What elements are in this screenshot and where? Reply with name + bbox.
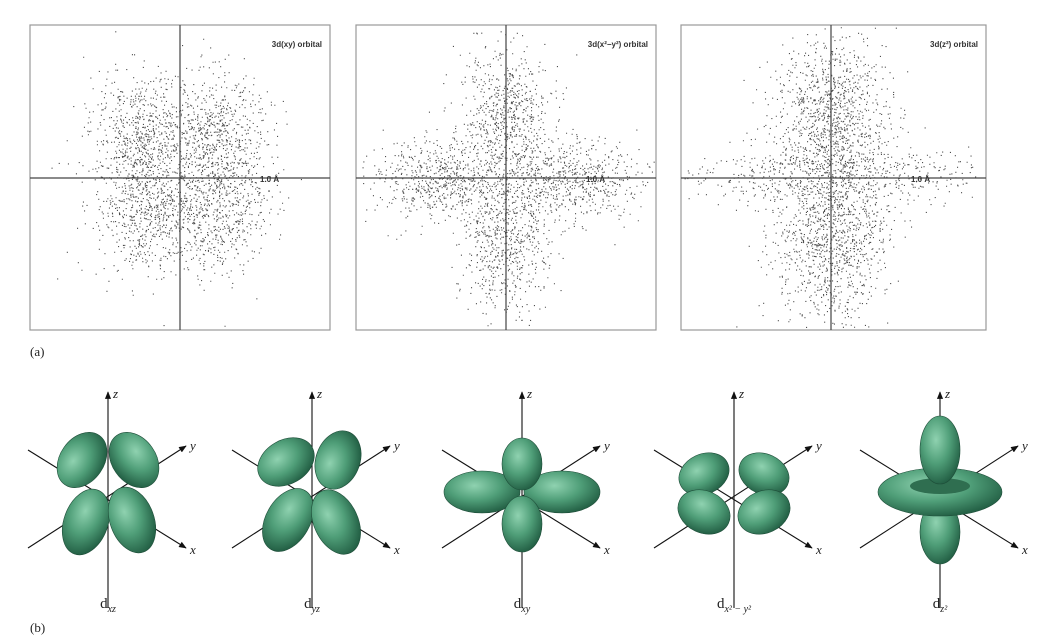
page: {"figure": { "part_a": {"label": "(a)", … bbox=[0, 0, 1037, 638]
orbital-subscript: xz bbox=[107, 604, 116, 615]
axis-label: z bbox=[316, 386, 322, 401]
lobe bbox=[502, 438, 542, 490]
axis-label: x bbox=[815, 542, 822, 557]
orbital-subscript: x² − y² bbox=[723, 604, 752, 615]
panel-title: 3d(z²) orbital bbox=[930, 40, 978, 49]
lobe bbox=[99, 423, 169, 497]
axis-label: y bbox=[602, 438, 610, 453]
lobe bbox=[47, 423, 117, 497]
axis-label: z bbox=[738, 386, 744, 401]
axis-label: x bbox=[189, 542, 196, 557]
axis-label: z bbox=[112, 386, 118, 401]
scale-label: 1.0 Å bbox=[911, 175, 930, 184]
axis-label: y bbox=[1020, 438, 1028, 453]
axis-label: y bbox=[392, 438, 400, 453]
axis-label: z bbox=[526, 386, 532, 401]
lobe bbox=[502, 496, 542, 552]
lobe bbox=[920, 416, 960, 484]
lobe bbox=[100, 481, 165, 560]
panel-title: 3d(x²−y²) orbital bbox=[588, 40, 648, 49]
scale-label: 1.0 Å bbox=[260, 175, 279, 184]
orbital-subscript: xy bbox=[520, 604, 530, 615]
orbital-subscript: yz bbox=[311, 604, 320, 615]
axis-label: x bbox=[1021, 542, 1028, 557]
axis-label: x bbox=[393, 542, 400, 557]
scale-label: 1.0 Å bbox=[586, 175, 605, 184]
lobe bbox=[307, 424, 369, 495]
axis-label: x bbox=[603, 542, 610, 557]
orbital-subscript: z² bbox=[939, 604, 948, 615]
part-label: (a) bbox=[30, 344, 44, 359]
part-label: (b) bbox=[30, 620, 45, 635]
lobe bbox=[671, 482, 738, 543]
axis-label: y bbox=[188, 438, 196, 453]
axis-label: y bbox=[814, 438, 822, 453]
lobe bbox=[54, 483, 119, 562]
axis-label: z bbox=[944, 386, 950, 401]
figure: (a) (b) 3d(xy) orbital 1.0 Å 3d(x²−y²) orb… bbox=[0, 0, 1037, 638]
panel-title: 3d(xy) orbital bbox=[272, 40, 322, 49]
